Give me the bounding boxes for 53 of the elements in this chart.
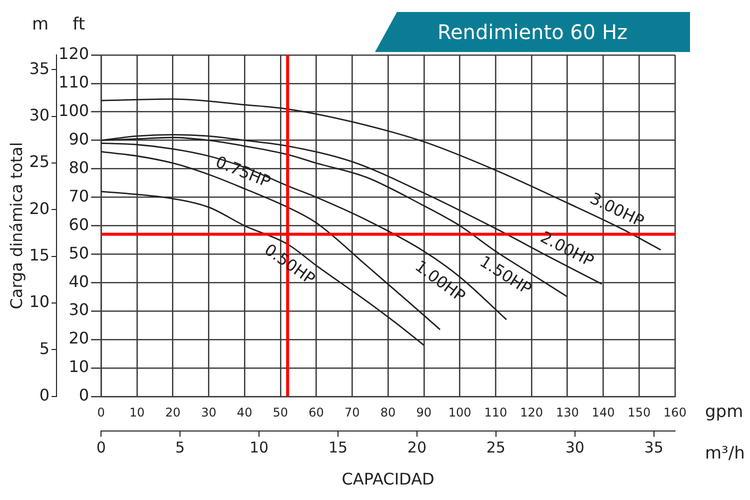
- y2-tick-label: 50: [68, 243, 90, 262]
- y-tick-label: 30: [29, 106, 50, 125]
- x-tick-label: 160: [664, 406, 686, 420]
- y-tick-label: 25: [29, 152, 50, 172]
- x-tick-label: 10: [129, 406, 145, 420]
- y-tick-label: 5: [39, 338, 50, 358]
- x-tick-label: 80: [380, 406, 396, 420]
- y2-tick-label: 30: [68, 300, 90, 320]
- y2-tick-label: 20: [68, 328, 90, 348]
- x2-tick-label: 15: [328, 438, 348, 457]
- text: m: [32, 14, 49, 34]
- x2-tick-label: 20: [407, 438, 426, 457]
- chart-title: Rendimiento 60 Hz: [375, 12, 690, 52]
- x2-tick-label: 30: [565, 438, 584, 457]
- y2-tick-label: 80: [68, 158, 90, 177]
- x-axis-title: CAPACIDAD: [342, 470, 434, 489]
- x2-tick-label: 5: [175, 438, 185, 457]
- x2-tick-label: 25: [486, 438, 506, 457]
- x-tick-label: 70: [344, 406, 360, 420]
- x-tick-label: 90: [416, 406, 432, 420]
- y-tick-label: 0: [39, 386, 50, 405]
- text: gpm: [705, 402, 744, 422]
- text: ft: [72, 14, 86, 34]
- y2-tick-label: 10: [68, 357, 90, 376]
- x-tick-label: 110: [484, 406, 508, 420]
- x-tick-label: 100: [448, 406, 472, 420]
- x-tick-label: 0: [97, 406, 105, 420]
- x-tick-label: 120: [520, 406, 543, 420]
- x-tick-label: 130: [556, 406, 579, 420]
- y2-tick-label: 70: [68, 186, 90, 206]
- y-axis-title: Carga dinámica total: [6, 142, 26, 310]
- x-tick-label: 30: [201, 406, 216, 420]
- y2-tick-label: 110: [58, 72, 90, 92]
- text: m³/h: [705, 443, 745, 464]
- y2-tick-label: 40: [68, 272, 90, 291]
- x2-tick-label: 0: [96, 438, 106, 457]
- y2-tick-label: 120: [58, 44, 90, 64]
- x2-tick-label: 10: [249, 438, 269, 457]
- x2-tick-label: 35: [644, 438, 664, 457]
- y-tick-label: 15: [29, 246, 50, 265]
- x-tick-label: 150: [628, 406, 651, 420]
- y2-tick-label: 0: [78, 386, 90, 405]
- x-tick-label: 60: [308, 406, 324, 420]
- x-tick-label: 40: [236, 406, 252, 420]
- x-tick-label: 140: [592, 406, 615, 420]
- y-tick-label: 20: [29, 198, 50, 218]
- y2-tick-label: 100: [58, 101, 90, 120]
- y2-tick-label: 60: [68, 214, 90, 234]
- x-tick-label: 20: [165, 406, 180, 420]
- y-tick-label: 35: [29, 58, 50, 78]
- x-tick-label: 50: [272, 406, 288, 420]
- y-tick-label: 10: [29, 292, 50, 312]
- y2-tick-label: 90: [68, 130, 90, 149]
